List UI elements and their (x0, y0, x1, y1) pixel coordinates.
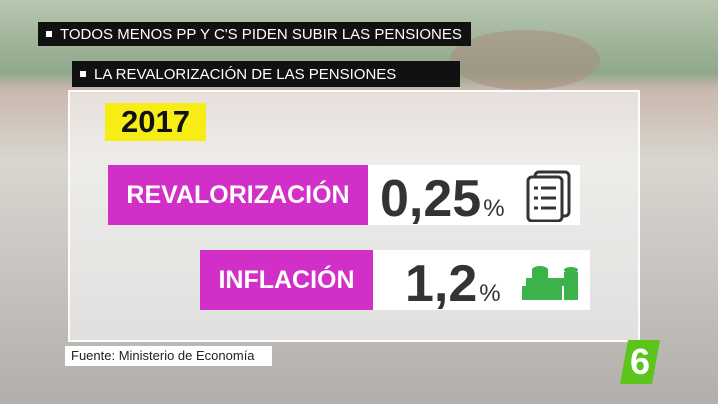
row-value-box: 0,25% (368, 165, 580, 228)
money-icon (522, 266, 578, 300)
subtitle-banner: LA REVALORIZACIÓN DE LAS PENSIONES (72, 61, 460, 87)
headline: TODOS MENOS PP Y C'S PIDEN SUBIR LAS PEN… (60, 25, 462, 43)
row-unit: % (483, 195, 505, 222)
year: 2017 (105, 103, 206, 141)
source: Fuente: Ministerio de Economía (65, 346, 272, 366)
headline-banner: TODOS MENOS PP Y C'S PIDEN SUBIR LAS PEN… (38, 22, 471, 46)
background-figure (450, 30, 600, 90)
row-label: REVALORIZACIÓN (108, 165, 368, 225)
document-icon (526, 170, 571, 222)
row-value: 0,25 (380, 170, 482, 228)
channel-logo: 6 (620, 340, 660, 384)
row-unit: % (479, 280, 501, 307)
row-value: 1,2 (405, 255, 478, 313)
subtitle: LA REVALORIZACIÓN DE LAS PENSIONES (94, 65, 397, 83)
row-label: INFLACIÓN (200, 250, 373, 310)
